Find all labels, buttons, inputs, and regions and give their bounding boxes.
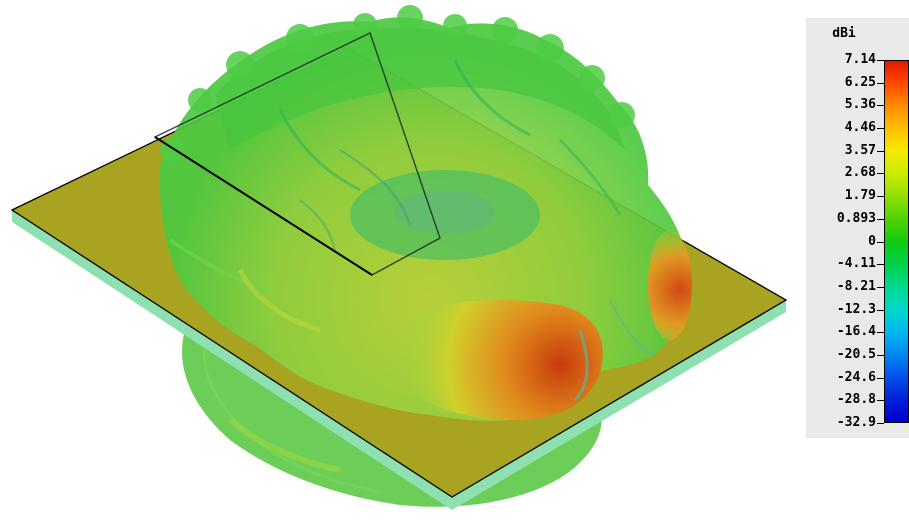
legend-tick-mark [877, 60, 884, 61]
colorbar-legend: dBi 7.14 6.25 5.36 4.46 3.57 2.68 1.79 0.893 0 -4… [806, 18, 909, 438]
legend-tick-label: 0 [868, 233, 876, 249]
legend-tick-label: 4.46 [844, 120, 876, 136]
legend-tick-label: -24.6 [836, 369, 876, 385]
legend-tick-mark [877, 128, 884, 130]
legend-tick-mark [877, 377, 884, 379]
legend-tick-label: -28.8 [836, 392, 876, 408]
feed-line [154, 136, 373, 276]
legend-tick-label: 3.57 [844, 142, 876, 158]
colorbar [884, 60, 909, 423]
legend-tick-mark [877, 354, 884, 356]
legend-tick-mark [877, 309, 884, 311]
legend-tick-mark [877, 150, 884, 152]
legend-tick-mark [877, 286, 884, 288]
legend-tick-mark [877, 423, 884, 424]
legend-unit-label: dBi [832, 26, 856, 41]
legend-tick-label: -8.21 [836, 278, 876, 294]
legend-tick-mark [877, 400, 884, 402]
legend-tick-mark [877, 241, 884, 243]
legend-tick-label: -16.4 [836, 324, 876, 340]
legend-tick-label: -12.3 [836, 301, 876, 317]
legend-tick-label: -4.11 [836, 256, 876, 272]
legend-tick-mark [877, 82, 884, 84]
legend-tick-label: 1.79 [844, 188, 876, 204]
legend-tick-label: 6.25 [844, 74, 876, 90]
legend-tick-label: 2.68 [844, 165, 876, 181]
legend-tick-mark [877, 105, 884, 107]
legend-tick-mark [877, 173, 884, 175]
legend-tick-mark [877, 264, 884, 266]
legend-tick-label: -32.9 [836, 415, 876, 430]
legend-tick-label: 7.14 [844, 52, 876, 67]
legend-tick-mark [877, 196, 884, 198]
legend-tick-label: 5.36 [844, 97, 876, 113]
legend-tick-label: 0.893 [836, 210, 876, 226]
legend-tick-mark [877, 218, 884, 220]
legend-tick-label: -20.5 [836, 346, 876, 362]
legend-tick-mark [877, 332, 884, 334]
